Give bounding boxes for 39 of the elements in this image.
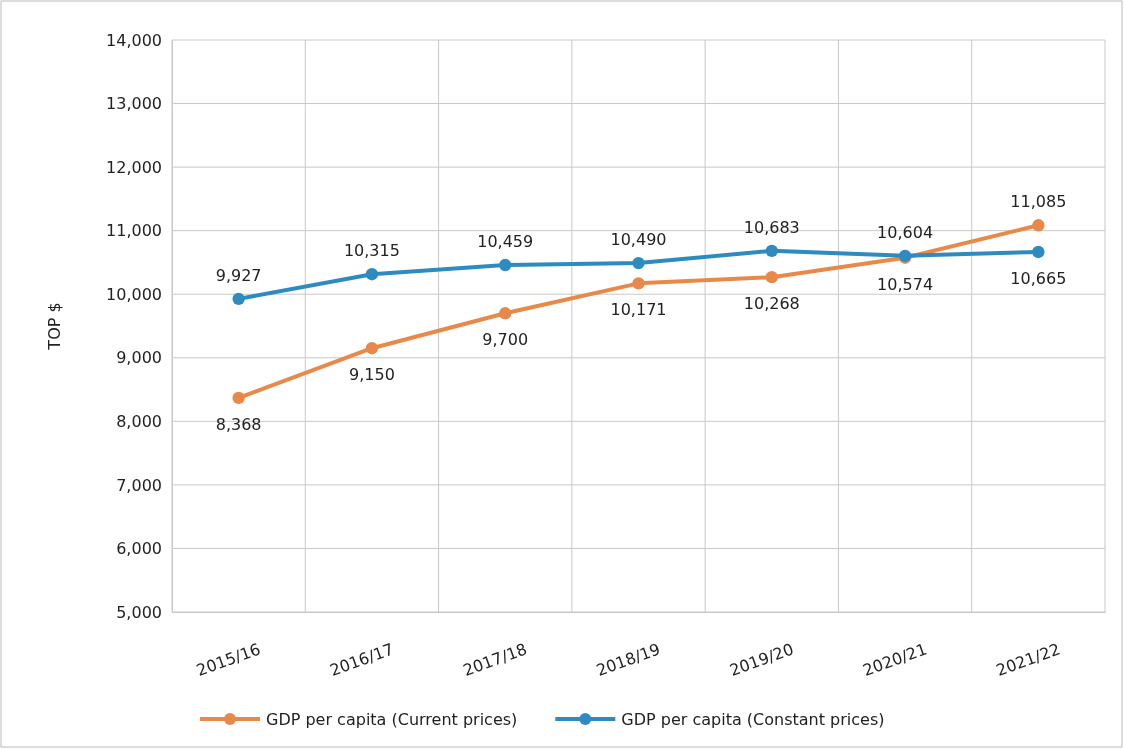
y-tick-label: 6,000 [116,539,162,559]
data-label: 10,268 [743,294,800,314]
legend-label: GDP per capita (Current prices) [266,710,518,729]
point [499,307,512,320]
data-label: 10,459 [477,232,534,252]
data-label: 10,171 [610,300,667,320]
y-tick-label: 12,000 [106,157,162,177]
data-label: 10,490 [610,230,667,250]
y-tick-label: 14,000 [106,30,162,50]
y-tick-label: 7,000 [116,475,162,495]
point [765,244,778,257]
point [365,342,379,355]
point [632,277,645,290]
data-label: 11,085 [1010,192,1067,212]
point [1032,219,1045,232]
y-axis-title: TOP $ [45,302,64,351]
point [765,271,778,284]
y-tick-label: 13,000 [106,94,162,114]
point [232,292,245,306]
data-label: 9,150 [349,365,395,385]
point [365,268,379,281]
point [232,391,245,405]
data-label: 9,927 [215,265,262,285]
legend-label: GDP per capita (Constant prices) [621,710,885,729]
data-label: 10,315 [343,241,400,261]
data-label: 9,700 [482,330,529,350]
point [632,256,645,270]
y-tick-label: 10,000 [106,284,162,304]
y-tick-label: 5,000 [116,602,162,622]
data-label: 10,604 [877,222,934,242]
data-label: 8,368 [215,414,262,434]
point [1032,245,1045,259]
data-label: 10,683 [743,217,800,237]
data-label: 10,574 [877,274,934,294]
y-tick-label: 8,000 [116,411,162,431]
y-tick-label: 11,000 [106,221,162,241]
point [499,258,512,272]
data-label: 10,665 [1010,268,1067,288]
y-tick-label: 9,000 [116,348,162,368]
